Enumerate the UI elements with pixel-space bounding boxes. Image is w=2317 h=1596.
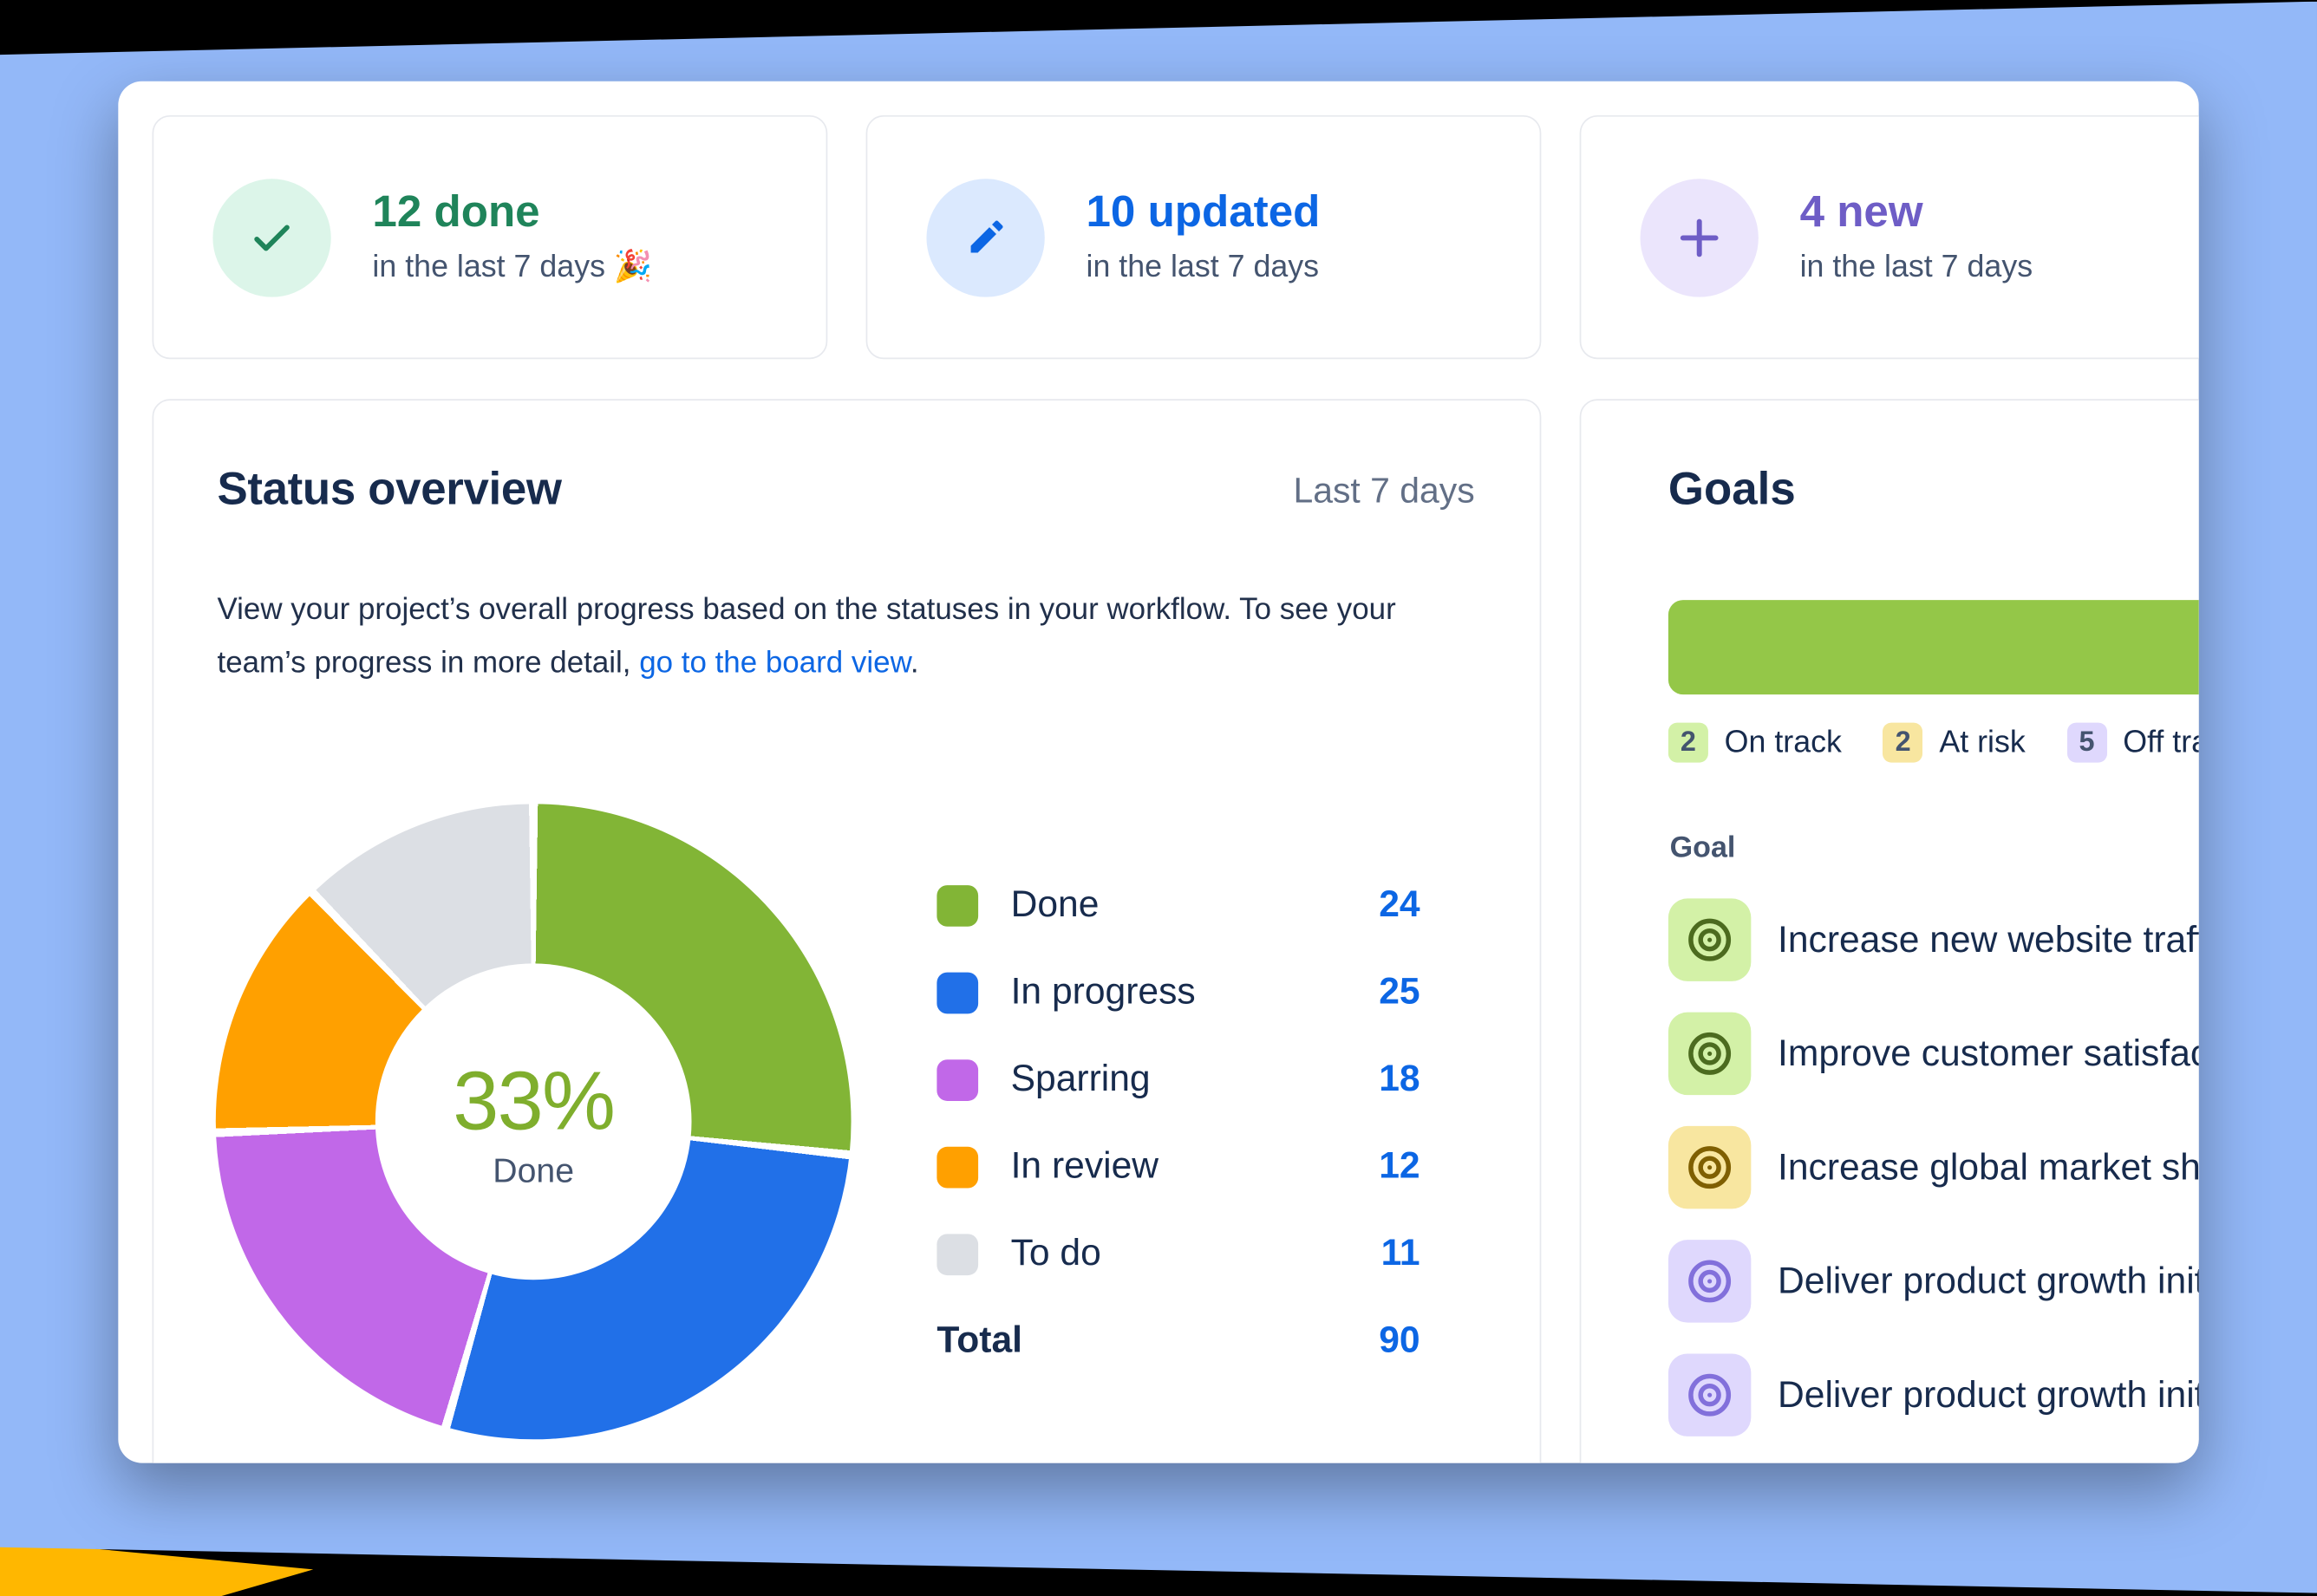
legend-row-done: Done 24: [937, 862, 1420, 949]
goal-row[interactable]: Increase new website traffic: [1668, 898, 2199, 981]
status-overview-header: Status overview Last 7 days: [153, 401, 1539, 516]
legend-label-to-do: To do: [1010, 1232, 1101, 1274]
legend-row-to-do: To do 11: [937, 1210, 1420, 1298]
goal-label: Deliver product growth initiatives: [1778, 1260, 2199, 1301]
stat-subtitle-updated: in the last 7 days: [1086, 250, 1320, 284]
stat-value-updated: 10 updated: [1086, 187, 1321, 237]
stat-subtitle-new: in the last 7 days: [1799, 250, 2033, 284]
legend-label-total: Total: [937, 1319, 1023, 1361]
at-risk-label: At risk: [1939, 725, 2026, 759]
off-track-count-badge: 5: [2066, 722, 2107, 763]
goal-label: Increase new website traffic: [1778, 918, 2199, 961]
goal-label: Improve customer satisfaction: [1778, 1032, 2199, 1074]
goal-row[interactable]: Increase global market share: [1668, 1125, 2199, 1209]
goals-progress-bar[interactable]: [1668, 600, 2199, 695]
legend-row-total: Total 90: [937, 1298, 1420, 1385]
plus-icon: [1640, 178, 1759, 296]
at-risk-count-badge: 2: [1883, 722, 1923, 763]
goal-label: Deliver product growth initiatives: [1778, 1373, 2199, 1416]
donut-center-percent: 33%: [453, 1053, 616, 1147]
donut-center: 33% Done: [375, 963, 692, 1280]
legend-value-total[interactable]: 90: [1379, 1319, 1420, 1361]
stat-card-new[interactable]: 4 new in the last 7 days: [1579, 114, 2199, 360]
stat-value-done: 12 done: [372, 187, 540, 237]
status-legend: Done 24 In progress 25 Sparring 18 In re…: [937, 862, 1420, 1384]
goals-legend-at-risk: 2 At risk: [1883, 722, 2026, 763]
target-icon: [1668, 1012, 1752, 1096]
goal-row[interactable]: Improve customer satisfaction: [1668, 1012, 2199, 1096]
description-suffix: .: [910, 645, 919, 681]
stat-value-new: 4 new: [1799, 187, 1923, 237]
target-icon: [1668, 1125, 1752, 1209]
board-view-link[interactable]: go to the board view: [639, 645, 910, 681]
on-track-label: On track: [1724, 725, 1842, 759]
legend-value-done[interactable]: 24: [1379, 883, 1420, 926]
legend-value-in-review[interactable]: 12: [1379, 1145, 1420, 1187]
check-icon: [212, 178, 331, 296]
legend-label-in-review: In review: [1010, 1145, 1159, 1187]
description-text: View your project’s overall progress bas…: [217, 592, 1396, 681]
goals-panel: Goals 2 On track 2 At risk 5 Off track G…: [1579, 399, 2199, 1463]
goal-row[interactable]: Deliver product growth initiatives: [1668, 1353, 2199, 1436]
legend-row-sparring: Sparring 18: [937, 1036, 1420, 1124]
status-overview-panel: Status overview Last 7 days View your pr…: [152, 399, 1542, 1463]
legend-swatch-in-progress: [937, 971, 979, 1013]
goals-legend-on-track: 2 On track: [1668, 722, 1842, 763]
target-icon: [1668, 1240, 1752, 1323]
legend-label-in-progress: In progress: [1010, 970, 1196, 1013]
legend-swatch-to-do: [937, 1233, 979, 1275]
goal-label: Increase global market share: [1778, 1145, 2199, 1188]
stat-card-done[interactable]: 12 done in the last 7 days 🎉: [152, 114, 828, 360]
legend-row-in-review: In review 12: [937, 1124, 1420, 1211]
status-overview-description: View your project’s overall progress bas…: [217, 583, 1476, 690]
off-track-label: Off track: [2123, 725, 2198, 759]
goals-legend-off-track: 5 Off track: [2066, 722, 2199, 763]
goal-row[interactable]: Deliver product growth initiatives: [1668, 1240, 2199, 1323]
goals-title: Goals: [1668, 462, 1796, 515]
stat-text-done: 12 done in the last 7 days 🎉: [372, 185, 652, 290]
legend-label-done: Done: [1010, 883, 1100, 926]
status-overview-title: Status overview: [217, 462, 562, 515]
legend-swatch-in-review: [937, 1145, 979, 1188]
stat-text-new: 4 new in the last 7 days: [1800, 185, 2033, 290]
goals-legend: 2 On track 2 At risk 5 Off track: [1668, 722, 2199, 763]
target-icon: [1668, 1353, 1752, 1436]
legend-value-to-do[interactable]: 11: [1380, 1232, 1420, 1274]
target-icon: [1668, 898, 1752, 981]
stat-subtitle-done: in the last 7 days 🎉: [372, 250, 653, 284]
status-overview-period: Last 7 days: [1293, 471, 1475, 511]
stat-text-updated: 10 updated in the last 7 days: [1086, 185, 1320, 290]
stat-card-updated[interactable]: 10 updated in the last 7 days: [865, 114, 1542, 360]
status-donut-chart[interactable]: 33% Done: [215, 804, 852, 1440]
goals-column-header: Goal: [1669, 831, 1736, 865]
legend-swatch-done: [937, 884, 979, 926]
on-track-count-badge: 2: [1668, 722, 1708, 763]
donut-center-label: Done: [493, 1150, 575, 1190]
pencil-icon: [926, 178, 1045, 296]
legend-row-in-progress: In progress 25: [937, 948, 1420, 1036]
legend-value-in-progress[interactable]: 25: [1379, 970, 1420, 1013]
dashboard-card: 12 done in the last 7 days 🎉 10 updated …: [118, 81, 2199, 1463]
goals-list: Increase new website traffic Improve cus…: [1668, 898, 2199, 1436]
legend-value-sparring[interactable]: 18: [1379, 1058, 1420, 1100]
legend-swatch-sparring: [937, 1059, 979, 1101]
legend-label-sparring: Sparring: [1010, 1058, 1151, 1100]
